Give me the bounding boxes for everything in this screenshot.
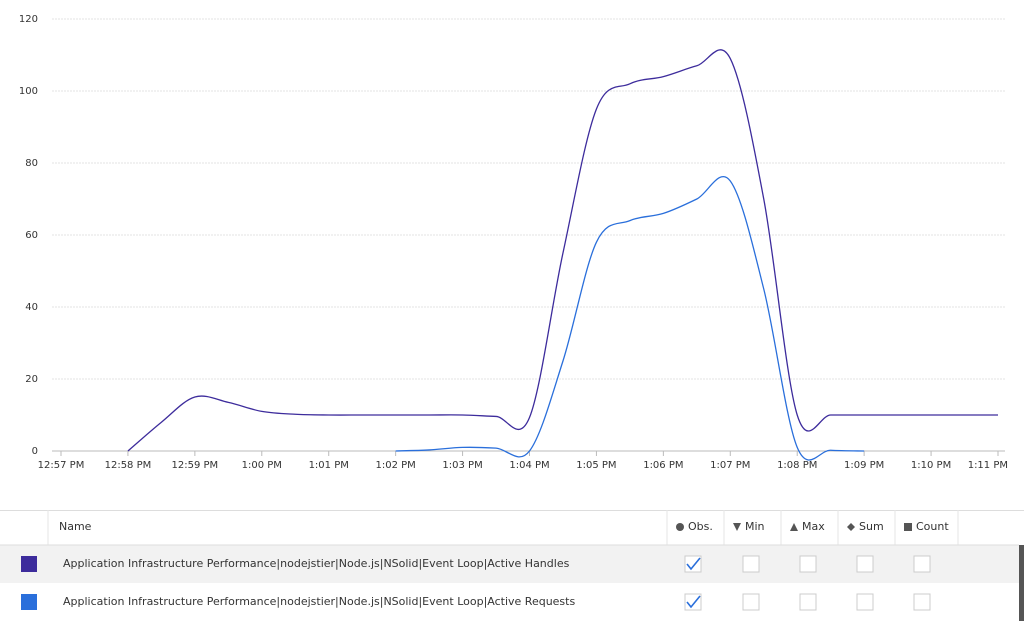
x-tick-label: 1:04 PM [509, 460, 549, 471]
series-line [395, 176, 865, 461]
checkbox[interactable] [684, 555, 702, 573]
x-tick-label: 1:11 PM [968, 460, 1008, 471]
table-border [0, 510, 1024, 511]
min-icon [733, 523, 741, 531]
column-header: Name [59, 520, 92, 533]
x-tick-label: 1:09 PM [844, 460, 884, 471]
x-tick-label: 12:58 PM [105, 460, 152, 471]
x-tick-label: 1:01 PM [309, 460, 349, 471]
y-tick-label: 20 [25, 374, 38, 385]
sum-icon [847, 523, 855, 531]
checkbox[interactable] [742, 555, 760, 573]
checkbox[interactable] [742, 593, 760, 611]
checkbox[interactable] [913, 593, 931, 611]
y-tick-label: 80 [25, 158, 38, 169]
x-tick-label: 1:07 PM [710, 460, 750, 471]
series-swatch [21, 594, 37, 610]
y-tick-label: 0 [32, 446, 38, 457]
column-header: Max [802, 520, 825, 533]
row-highlight [0, 545, 1019, 583]
x-tick-label: 1:02 PM [375, 460, 415, 471]
x-tick-label: 1:06 PM [643, 460, 683, 471]
obs-icon [676, 523, 684, 531]
checkbox[interactable] [684, 593, 702, 611]
scrollbar [1019, 545, 1024, 621]
x-tick-label: 1:00 PM [242, 460, 282, 471]
column-header: Sum [859, 520, 884, 533]
y-tick-label: 100 [19, 86, 38, 97]
checkmark [686, 557, 701, 571]
y-tick-label: 60 [25, 230, 38, 241]
x-tick-label: 12:59 PM [172, 460, 219, 471]
series-name: Application Infrastructure Performance|n… [63, 557, 570, 570]
x-tick-label: 1:05 PM [576, 460, 616, 471]
y-tick-label: 120 [19, 14, 38, 25]
series-name: Application Infrastructure Performance|n… [63, 595, 575, 608]
column-header: Count [916, 520, 949, 533]
checkbox[interactable] [913, 555, 931, 573]
checkbox[interactable] [799, 593, 817, 611]
series-line [127, 49, 998, 452]
column-header: Min [745, 520, 765, 533]
checkbox[interactable] [856, 593, 874, 611]
chart: 0 20 40 60 80 100 120 12:57 PM 12:58 PM 12:59 PM 1… [19, 14, 1008, 471]
checkbox[interactable] [799, 555, 817, 573]
series-swatch [21, 556, 37, 572]
count-icon [904, 523, 912, 531]
x-tick-label: 1:03 PM [442, 460, 482, 471]
x-tick-label: 12:57 PM [38, 460, 85, 471]
series-table: Name Obs. Min Max Sum Count Application Infras… [0, 510, 1024, 621]
x-tick-label: 1:10 PM [911, 460, 951, 471]
y-tick-label: 40 [25, 302, 38, 313]
max-icon [790, 523, 798, 531]
column-header: Obs. [688, 520, 713, 533]
checkmark [686, 595, 701, 609]
x-tick-label: 1:08 PM [777, 460, 817, 471]
checkbox[interactable] [856, 555, 874, 573]
